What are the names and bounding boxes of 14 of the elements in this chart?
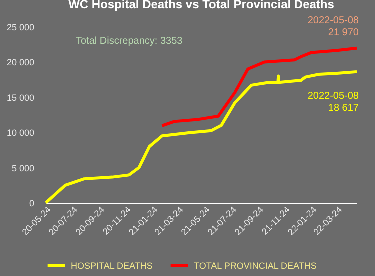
legend-label: TOTAL PROVINCIAL DEATHS [194, 260, 317, 271]
y-tick-label: 15 000 [6, 92, 34, 103]
y-tick-label: 0 [29, 198, 34, 208]
y-tick-label: 10 000 [6, 128, 34, 138]
annotation: Total Discrepancy: 3353 [76, 36, 184, 47]
y-tick-label: 5 000 [12, 163, 34, 174]
legend-label: HOSPITAL DEATHS [71, 260, 153, 271]
line-series [44, 70, 358, 204]
annotation: 2022-05-08 21 970 [308, 15, 360, 38]
y-tick-label: 25 000 [6, 22, 34, 32]
chart-title: WC Hospital Deaths vs Total Provincial Deaths [68, 0, 335, 12]
y-tick-label: 20 000 [6, 58, 34, 68]
annotation: 2022-05-08 18 617 [308, 90, 360, 114]
line-series [160, 46, 358, 128]
